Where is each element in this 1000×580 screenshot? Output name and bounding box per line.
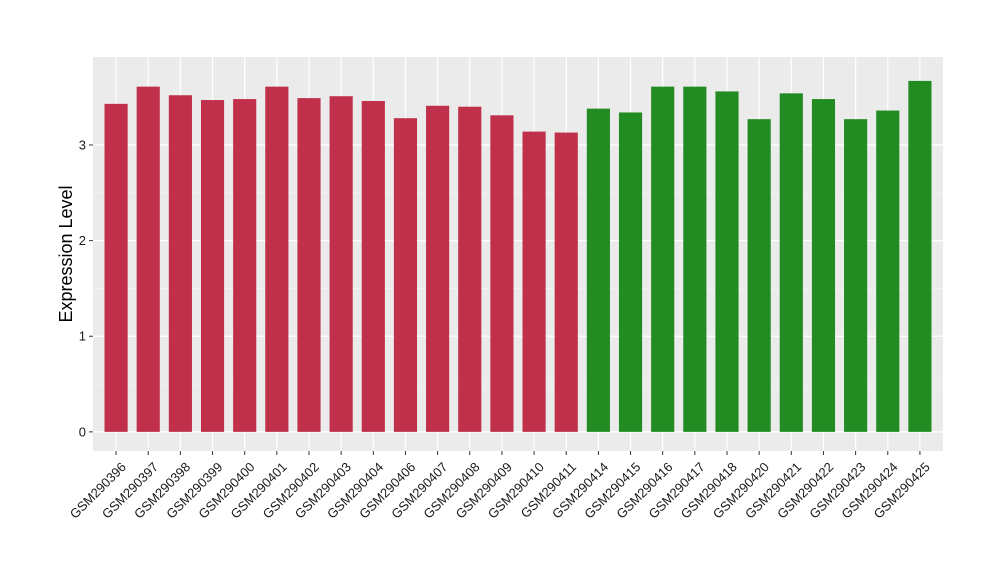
bar-GSM290408 (458, 106, 482, 432)
bar-GSM290423 (844, 119, 868, 432)
bar-GSM290422 (811, 99, 836, 432)
bar-GSM290418 (715, 91, 739, 432)
bar-GSM290401 (265, 86, 289, 432)
bar-GSM290397 (136, 86, 160, 432)
x-axis: GSM290396GSM290397GSM290398GSM290399GSM2… (67, 451, 933, 522)
bar-GSM290425 (908, 80, 932, 432)
y-tick-label: 2 (79, 233, 86, 248)
bar-GSM290420 (747, 119, 771, 432)
y-tick-label: 3 (79, 137, 86, 152)
y-tick-label: 0 (79, 424, 86, 439)
y-axis-title: Expression Level (56, 185, 76, 322)
bars-group (104, 80, 932, 432)
y-tick-label: 1 (79, 329, 86, 344)
bar-GSM290409 (490, 115, 514, 432)
bar-GSM290406 (393, 118, 418, 432)
y-axis: 0 1 2 3 (79, 137, 93, 439)
bar-GSM290402 (297, 98, 321, 432)
bar-GSM290400 (233, 99, 257, 432)
bar-GSM290396 (104, 103, 128, 432)
bar-GSM290417 (683, 86, 707, 432)
bar-GSM290411 (554, 132, 578, 432)
bar-GSM290424 (876, 110, 900, 432)
bar-GSM290398 (168, 95, 192, 432)
bar-GSM290407 (426, 105, 450, 432)
bar-GSM290399 (200, 100, 225, 432)
bar-GSM290421 (779, 93, 803, 432)
bar-GSM290403 (329, 96, 353, 432)
bar-GSM290416 (651, 86, 675, 432)
bar-GSM290415 (618, 112, 643, 432)
bar-GSM290404 (361, 100, 385, 432)
bar-GSM290414 (586, 108, 610, 432)
bar-GSM290410 (522, 131, 546, 432)
